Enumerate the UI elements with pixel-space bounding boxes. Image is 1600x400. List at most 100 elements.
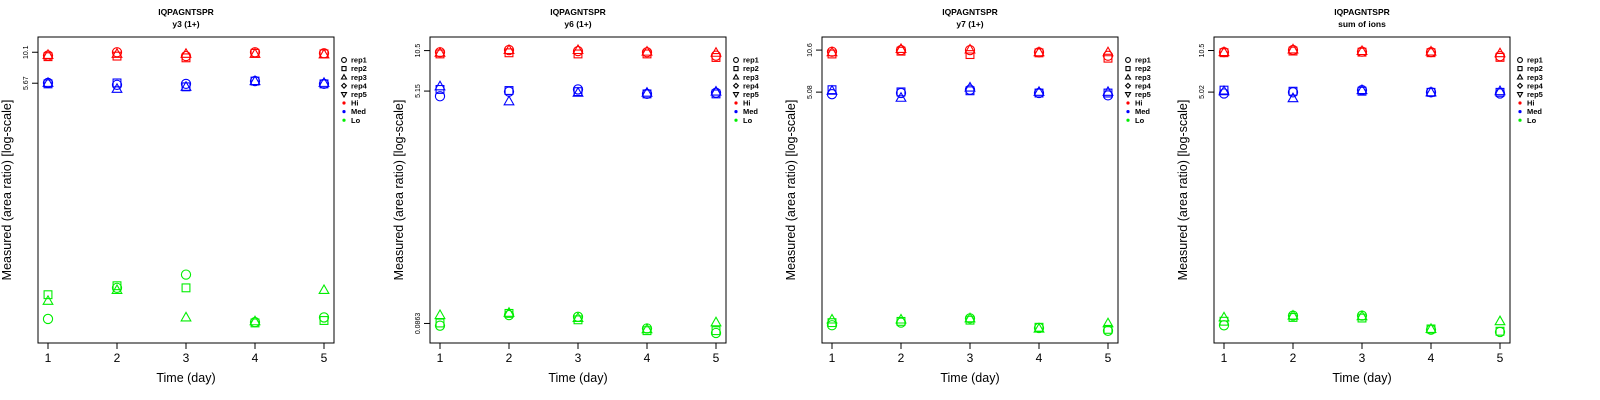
chart-title: IQPAGNTSPR <box>1334 7 1390 17</box>
chart-subtitle: y3 (1+) <box>172 19 199 29</box>
data-point-hi-rep2 <box>965 50 975 60</box>
data-point-lo-rep3 <box>1494 315 1506 326</box>
x-tick-label: 2 <box>1290 351 1297 365</box>
chart-subtitle: y7 (1+) <box>956 19 983 29</box>
legend-marker-rep1 <box>733 57 739 63</box>
legend-label: Lo <box>1527 116 1537 125</box>
data-point-med-rep1 <box>111 79 123 91</box>
x-tick-label: 4 <box>252 351 259 365</box>
legend-marker-rep3 <box>732 73 740 80</box>
data-point-hi-rep1 <box>826 46 838 57</box>
data-point-lo-rep1 <box>42 313 54 325</box>
data-point-lo-rep3 <box>710 316 722 327</box>
data-point-hi-rep2 <box>711 53 721 62</box>
y-axis-label: Measured (area ratio) [log-scale] <box>1176 100 1190 281</box>
legend-label: Med <box>743 107 758 116</box>
legend-label: rep4 <box>1527 81 1544 90</box>
data-point-med-rep3 <box>249 74 261 86</box>
data-point-hi-rep3 <box>1287 43 1299 54</box>
x-tick-label: 1 <box>1221 351 1228 365</box>
data-point-lo-rep1 <box>826 320 838 331</box>
data-point-lo-rep3 <box>42 294 54 305</box>
data-point-lo-rep2 <box>1495 326 1505 336</box>
data-point-lo-rep1 <box>318 312 330 323</box>
data-point-lo-rep2 <box>711 326 721 336</box>
data-point-hi-rep2 <box>1219 48 1229 58</box>
x-tick-label: 5 <box>321 351 328 365</box>
data-point-med-rep1 <box>641 88 653 100</box>
y-tick-label: 5.67 <box>23 76 30 90</box>
legend-marker-med <box>1126 110 1130 114</box>
x-tick-label: 3 <box>183 351 190 365</box>
legend-marker-lo <box>1126 118 1130 122</box>
data-point-lo-rep3 <box>180 311 192 322</box>
data-point-lo-rep2 <box>435 318 445 328</box>
y-tick-label: 10.6 <box>807 43 814 57</box>
legend-marker-lo <box>342 118 346 122</box>
data-point-lo-rep2 <box>1103 324 1113 334</box>
data-point-lo-rep3 <box>1033 322 1045 333</box>
data-point-med-rep3 <box>1287 92 1299 103</box>
data-point-lo-rep1 <box>180 269 192 280</box>
x-tick-label: 4 <box>1428 351 1435 365</box>
data-point-lo-rep3 <box>434 308 446 320</box>
data-point-lo-rep1 <box>641 323 653 334</box>
data-point-med-rep1 <box>1033 87 1045 99</box>
data-point-hi-rep3 <box>1033 46 1045 57</box>
data-point-hi-rep3 <box>1425 45 1437 56</box>
legend-label: rep1 <box>1527 56 1543 65</box>
y-tick-label: 10.5 <box>1199 44 1206 58</box>
data-point-hi-rep3 <box>964 43 976 54</box>
legend-label: Med <box>1135 107 1150 116</box>
data-point-med-rep2 <box>1288 86 1298 96</box>
data-point-lo-rep2 <box>43 290 53 300</box>
legend-marker-rep4 <box>1516 82 1524 89</box>
data-point-hi-rep3 <box>1494 47 1506 58</box>
data-point-med-rep3 <box>1356 83 1368 95</box>
legend-label: rep2 <box>351 64 367 73</box>
data-point-med-rep3 <box>964 81 976 92</box>
y-tick-label: 5.02 <box>1199 85 1206 99</box>
legend-marker-rep1 <box>1125 57 1131 63</box>
data-point-hi-rep3 <box>180 47 192 58</box>
legend-label: rep2 <box>1135 64 1151 73</box>
x-tick-label: 3 <box>575 351 582 365</box>
data-point-hi-rep3 <box>42 48 54 59</box>
legend-label: rep2 <box>1527 64 1543 73</box>
legend-marker-rep2 <box>1517 66 1523 72</box>
data-point-hi-rep3 <box>1102 46 1114 57</box>
legend-label: Hi <box>351 99 359 108</box>
legend-label: Lo <box>743 116 753 125</box>
data-point-lo-rep3 <box>249 315 261 326</box>
legend-label: Lo <box>1135 116 1145 125</box>
legend-label: Lo <box>351 116 361 125</box>
data-point-med-rep1 <box>1218 88 1230 99</box>
data-point-lo-rep3 <box>826 313 838 324</box>
legend-label: rep3 <box>351 73 367 82</box>
legend-marker-rep3 <box>1124 73 1132 80</box>
legend-marker-hi <box>1518 101 1522 105</box>
legend-marker-rep3 <box>1516 73 1524 80</box>
y-tick-label: 5.08 <box>807 85 814 99</box>
data-point-hi-rep3 <box>710 46 722 57</box>
data-point-hi-rep3 <box>826 46 838 57</box>
legend-marker-med <box>1518 110 1522 114</box>
legend-marker-hi <box>342 101 346 105</box>
data-point-lo-rep1 <box>1356 310 1368 321</box>
data-point-hi-rep1 <box>434 47 446 58</box>
data-point-med-rep3 <box>826 84 838 95</box>
x-tick-label: 2 <box>114 351 121 365</box>
chart-title: IQPAGNTSPR <box>942 7 998 17</box>
legend-label: rep3 <box>1527 73 1543 82</box>
x-tick-label: 4 <box>644 351 651 365</box>
chart-panel-3: IQPAGNTSPR y7 (1+) 1 2 3 4 5 5.08 10.6 Time (day)… <box>784 7 1152 385</box>
data-point-hi-rep2 <box>1495 52 1505 62</box>
legend-marker-rep5 <box>732 92 740 99</box>
data-point-hi-rep1 <box>572 45 584 57</box>
data-point-hi-rep3 <box>111 47 123 58</box>
legend-label: rep5 <box>1527 90 1543 99</box>
y-axis-label: Measured (area ratio) [log-scale] <box>392 100 406 281</box>
legend-marker-rep5 <box>340 92 348 99</box>
data-point-hi-rep3 <box>318 48 330 59</box>
